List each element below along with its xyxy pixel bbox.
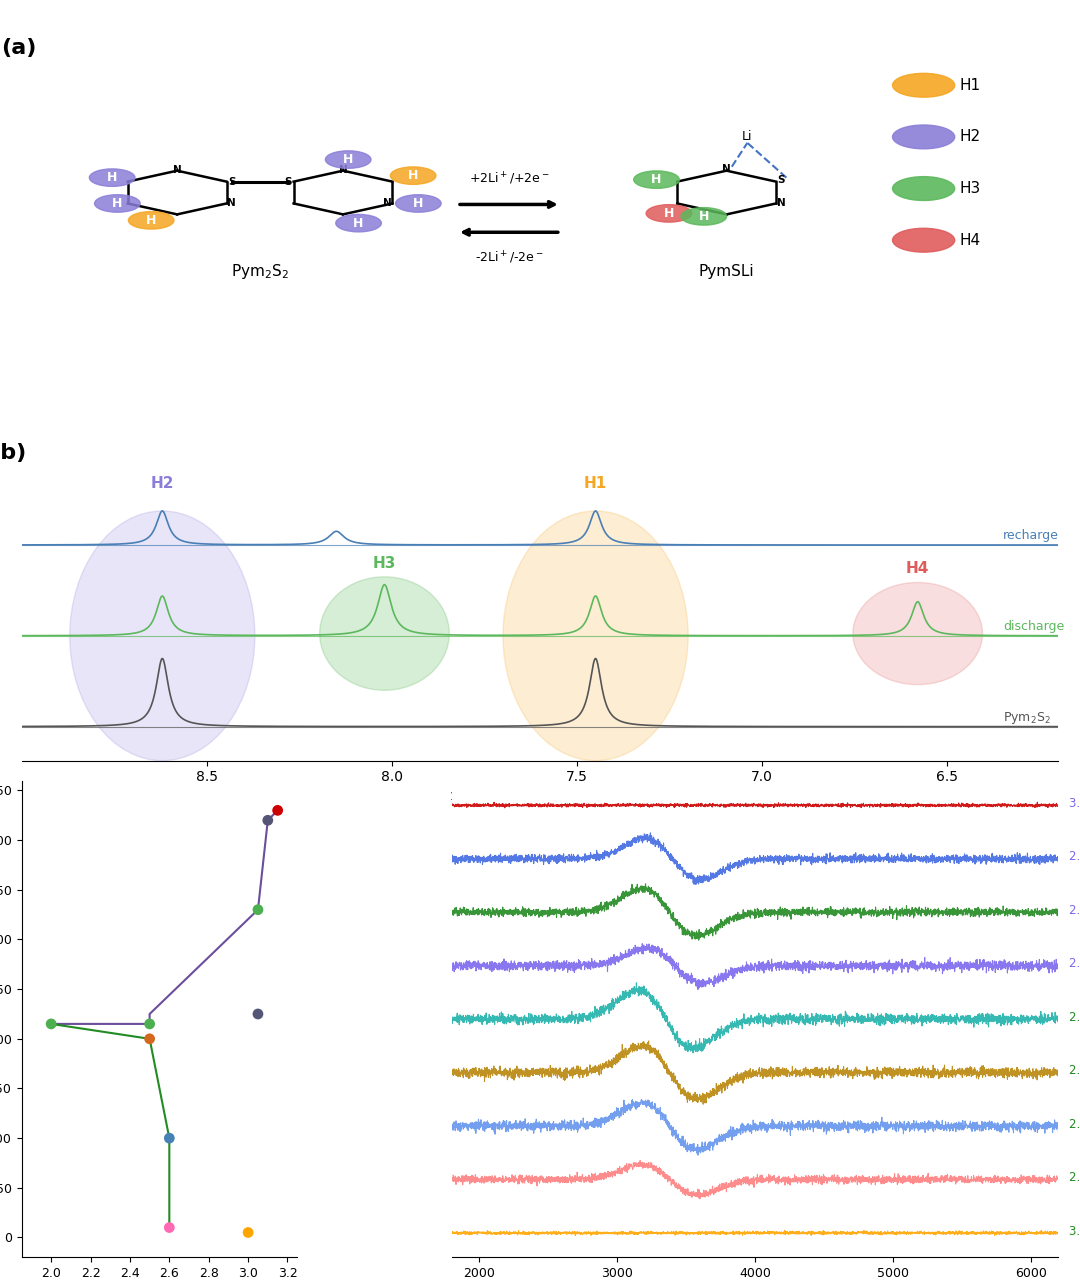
Circle shape [95,195,140,212]
Text: H2: H2 [150,476,174,491]
Text: N: N [382,199,392,208]
Ellipse shape [320,577,449,690]
Text: H3: H3 [373,556,396,571]
Ellipse shape [70,511,255,761]
Point [141,1029,159,1049]
Text: H4: H4 [906,562,930,576]
Point [240,1223,257,1243]
Circle shape [390,167,436,185]
Text: S: S [285,177,293,186]
Text: H3: H3 [960,181,981,196]
Text: -2Li$^+$/-2e$^-$: -2Li$^+$/-2e$^-$ [474,250,543,267]
X-axis label: $^{1}$H chemical shift (ppm): $^{1}$H chemical shift (ppm) [449,790,631,812]
Text: 2.67 V: 2.67 V [1069,1117,1080,1130]
Text: 3.2 V: 3.2 V [1069,797,1080,810]
Text: recharge: recharge [1003,530,1058,543]
Circle shape [634,171,679,189]
Text: H4: H4 [960,232,981,248]
Circle shape [681,208,727,225]
Circle shape [892,228,955,253]
Point [259,810,276,830]
Text: H: H [112,198,122,210]
Text: H: H [664,207,674,219]
Text: N: N [227,199,237,208]
Text: +2Li$^+$/+2e$^-$: +2Li$^+$/+2e$^-$ [469,171,550,187]
Text: N: N [723,164,731,173]
Text: Li: Li [742,131,753,144]
Text: N: N [339,166,348,174]
Text: 2.61 V: 2.61 V [1069,1064,1080,1078]
Circle shape [892,124,955,149]
Point [269,801,286,821]
Text: N: N [173,166,181,174]
Circle shape [892,73,955,98]
Circle shape [325,151,372,168]
Text: H1: H1 [960,78,981,92]
Text: (b): (b) [0,443,27,463]
Point [161,1128,178,1148]
Ellipse shape [503,511,688,761]
Point [249,1003,267,1024]
Circle shape [336,214,381,232]
Text: H: H [353,217,364,230]
Text: 2.63 V: 2.63 V [1069,957,1080,970]
Text: 3.2 V: 3.2 V [1069,1224,1080,1238]
Text: 2.0 V: 2.0 V [1069,1011,1080,1024]
Text: H: H [146,214,157,227]
Point [42,1014,59,1034]
Text: 2.74 V: 2.74 V [1069,1171,1080,1184]
Circle shape [646,205,692,222]
Text: S: S [228,177,235,186]
Point [161,1218,178,1238]
Circle shape [892,177,955,200]
Text: discharge: discharge [1003,620,1064,633]
Text: H: H [699,210,708,223]
Text: H: H [651,173,662,186]
Text: (a): (a) [1,37,37,58]
Text: Pym$_2$S$_2$: Pym$_2$S$_2$ [1003,709,1051,726]
Text: H: H [343,153,353,166]
Point [141,1014,159,1034]
Text: H1: H1 [584,476,607,491]
Text: PymSLi: PymSLi [699,264,755,280]
Text: N: N [777,199,785,208]
Ellipse shape [853,582,983,685]
Point [249,899,267,920]
Text: S: S [778,174,785,185]
Circle shape [129,212,174,230]
Text: 2.70 V: 2.70 V [1069,903,1080,917]
Text: H: H [408,169,418,182]
Circle shape [90,169,135,186]
Text: H: H [414,198,423,210]
Text: Pym$_2$S$_2$: Pym$_2$S$_2$ [231,263,289,281]
Text: H2: H2 [960,130,981,145]
Circle shape [395,195,441,212]
Text: H: H [107,171,118,185]
Text: 2.78 V: 2.78 V [1069,851,1080,863]
